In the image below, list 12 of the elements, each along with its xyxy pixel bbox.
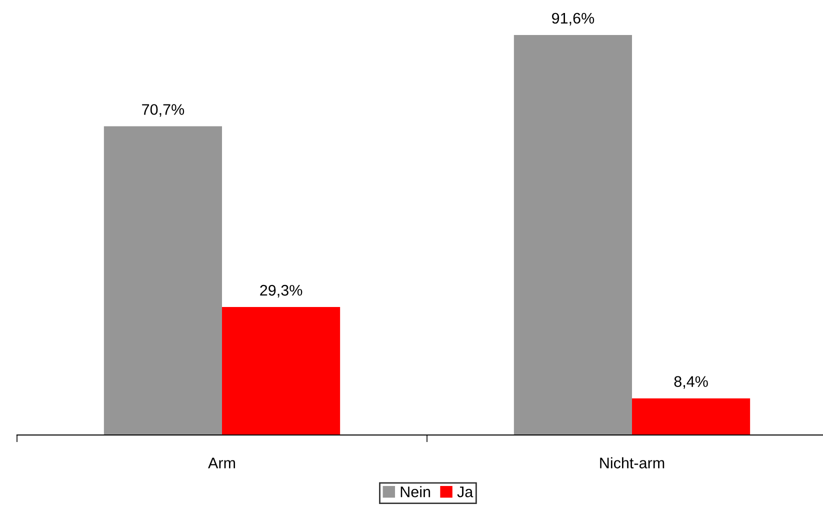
data-label: 91,6% [552,12,594,26]
data-label: 8,4% [674,376,708,389]
data-label: 29,3% [260,284,302,298]
data-label: 70,7% [142,104,184,117]
x-tick-label: Arm [208,458,235,468]
legend-label: Nein [400,486,430,498]
bar [514,35,632,435]
legend-label: Ja [457,486,474,498]
bar [104,126,222,435]
bar [632,398,750,435]
bar [222,307,340,435]
x-tick-label: Nicht-arm [600,457,664,468]
